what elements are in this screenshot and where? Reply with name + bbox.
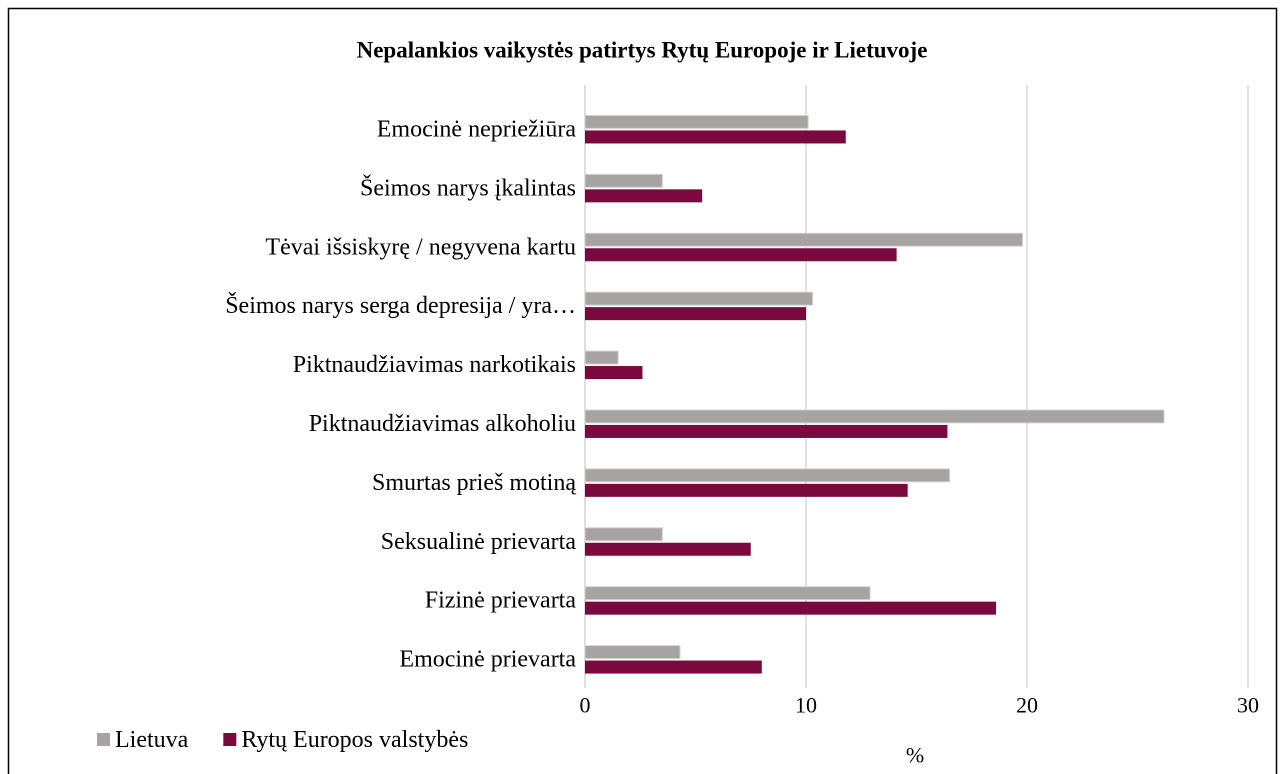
y-tick-label: Šeimos narys serga depresija / yra… xyxy=(225,292,576,319)
bar xyxy=(585,483,908,497)
legend-label: Rytų Europos valstybės xyxy=(241,727,468,753)
bar xyxy=(584,645,681,660)
x-tick-label: 10 xyxy=(795,693,817,718)
bar xyxy=(585,307,806,321)
y-tick-label: Piktnaudžiavimas alkoholiu xyxy=(309,411,576,437)
y-tick-label: Piktnaudžiavimas narkotikais xyxy=(293,352,576,378)
bar xyxy=(584,586,871,601)
bar xyxy=(584,350,619,365)
x-axis-label: % xyxy=(906,743,924,768)
legend-swatch xyxy=(223,733,237,746)
bar xyxy=(585,366,643,380)
bar xyxy=(584,232,1024,247)
y-tick-label: Emocinė prievarta xyxy=(399,647,576,673)
bar xyxy=(584,291,814,306)
y-tick-label: Emocinė nepriežiūra xyxy=(377,116,577,142)
bar xyxy=(585,542,751,556)
bar xyxy=(585,660,762,674)
chart-title: Nepalankios vaikystės patirtys Rytų Euro… xyxy=(357,38,928,63)
bar xyxy=(584,173,663,188)
bar xyxy=(585,424,948,438)
legend-label: Lietuva xyxy=(115,727,189,753)
bar xyxy=(584,114,809,129)
x-tick-label: 30 xyxy=(1237,693,1259,718)
y-tick-label: Seksualinė prievarta xyxy=(381,529,577,555)
bar xyxy=(585,248,897,262)
bar xyxy=(584,468,951,483)
y-tick-label: Smurtas prieš motiną xyxy=(372,470,576,496)
bar xyxy=(584,527,663,542)
legend-swatch xyxy=(97,733,110,746)
bar xyxy=(585,130,846,144)
y-tick-label: Tėvai išsiskyrę / negyvena kartu xyxy=(265,234,576,260)
y-tick-label: Fizinė prievarta xyxy=(425,588,577,614)
x-tick-label: 0 xyxy=(580,693,591,718)
x-tick-label: 20 xyxy=(1016,693,1038,718)
bar xyxy=(585,189,703,203)
y-tick-label: Šeimos narys įkalintas xyxy=(360,174,576,201)
bar xyxy=(585,601,997,615)
bar xyxy=(584,409,1165,424)
